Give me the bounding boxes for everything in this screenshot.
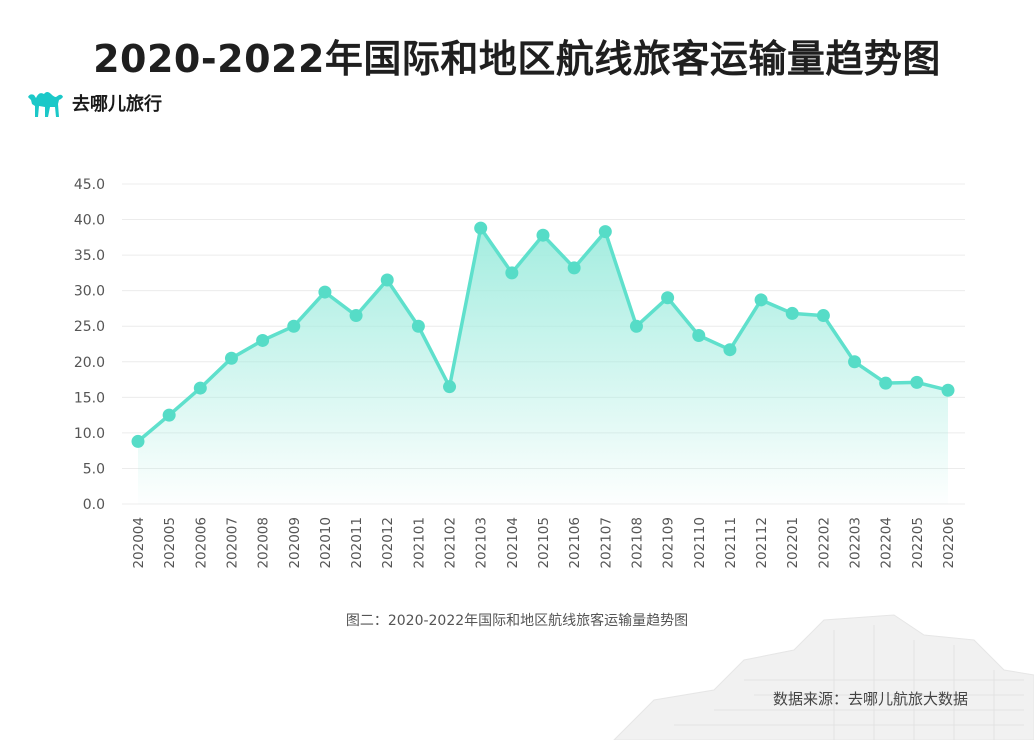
y-tick-label: 35.0 <box>74 248 105 264</box>
line-area-chart: 0.0 5.0 10.0 15.0 20.0 25.0 30.0 35.0 40.0 45.0 2… <box>74 177 965 569</box>
x-tick-label: 202005 <box>162 517 178 569</box>
y-tick-label: 45.0 <box>74 177 105 193</box>
x-tick-label: 202205 <box>910 517 926 569</box>
camel-icon <box>28 92 63 117</box>
data-point <box>848 355 862 369</box>
x-tick-label: 202004 <box>131 517 147 569</box>
x-tick-label: 202111 <box>723 517 739 569</box>
x-tick-label: 202105 <box>536 517 552 569</box>
data-point <box>505 266 519 280</box>
x-tick-label: 202012 <box>380 517 396 569</box>
x-tick-label: 202107 <box>598 517 614 569</box>
data-point <box>754 293 768 307</box>
data-points <box>131 221 955 448</box>
data-point <box>380 273 394 287</box>
figure-caption: 图二：2020-2022年国际和地区航线旅客运输量趋势图 <box>345 613 689 629</box>
y-axis-ticks: 0.0 5.0 10.0 15.0 20.0 25.0 30.0 35.0 40.0 45.0 <box>74 177 105 513</box>
x-tick-label: 202103 <box>474 517 490 569</box>
data-point <box>256 333 270 347</box>
data-point <box>536 228 550 242</box>
x-tick-label: 202009 <box>287 517 303 569</box>
data-point <box>287 319 301 333</box>
x-tick-label: 202112 <box>754 517 770 569</box>
data-point <box>318 285 332 299</box>
data-point <box>131 434 145 448</box>
y-tick-label: 0.0 <box>83 497 105 513</box>
y-tick-label: 5.0 <box>83 461 105 477</box>
data-point <box>349 309 363 323</box>
x-tick-label: 202007 <box>224 517 240 569</box>
data-point <box>411 319 425 333</box>
x-tick-label: 202203 <box>848 517 864 569</box>
data-point <box>661 291 675 305</box>
data-point <box>224 351 238 365</box>
x-tick-label: 202204 <box>879 517 895 569</box>
x-tick-label: 202110 <box>692 517 708 569</box>
data-point <box>193 381 207 395</box>
data-point <box>910 375 924 389</box>
x-axis-ticks: 202004 202005 202006 202007 202008 202009 2020… <box>131 517 957 569</box>
y-tick-label: 40.0 <box>74 213 105 229</box>
data-source: 数据来源：去哪儿航旅大数据 <box>772 690 968 708</box>
area-fill <box>138 228 948 504</box>
data-point <box>816 309 830 323</box>
y-tick-label: 30.0 <box>74 284 105 300</box>
data-point <box>941 383 955 397</box>
x-tick-label: 202202 <box>816 517 832 569</box>
x-tick-label: 202206 <box>941 517 957 569</box>
x-tick-label: 202008 <box>256 517 272 569</box>
x-tick-label: 202106 <box>567 517 583 569</box>
data-point <box>474 221 488 235</box>
x-tick-label: 202108 <box>629 517 645 569</box>
y-tick-label: 15.0 <box>74 390 105 406</box>
data-point <box>723 343 737 357</box>
palace-watermark <box>613 614 1034 740</box>
data-point <box>692 328 706 342</box>
data-point <box>443 380 457 394</box>
data-point <box>598 225 612 239</box>
brand-logo: 去哪儿旅行 <box>26 86 162 120</box>
x-tick-label: 202109 <box>661 517 677 569</box>
x-tick-label: 202104 <box>505 517 521 569</box>
y-tick-label: 25.0 <box>74 319 105 335</box>
data-point <box>567 261 581 275</box>
x-tick-label: 202006 <box>193 517 209 569</box>
x-tick-label: 202011 <box>349 517 365 569</box>
data-point <box>162 408 176 422</box>
x-tick-label: 202201 <box>785 517 801 569</box>
y-tick-label: 10.0 <box>74 426 105 442</box>
x-tick-label: 202102 <box>443 517 459 569</box>
page-title: 2020-2022年国际和地区航线旅客运输量趋势图 <box>93 37 941 81</box>
data-point <box>785 306 799 320</box>
data-point <box>629 319 643 333</box>
brand-name: 去哪儿旅行 <box>72 94 162 115</box>
x-tick-label: 202010 <box>318 517 334 569</box>
y-tick-label: 20.0 <box>74 355 105 371</box>
data-point <box>879 376 893 390</box>
x-tick-label: 202101 <box>411 517 427 569</box>
